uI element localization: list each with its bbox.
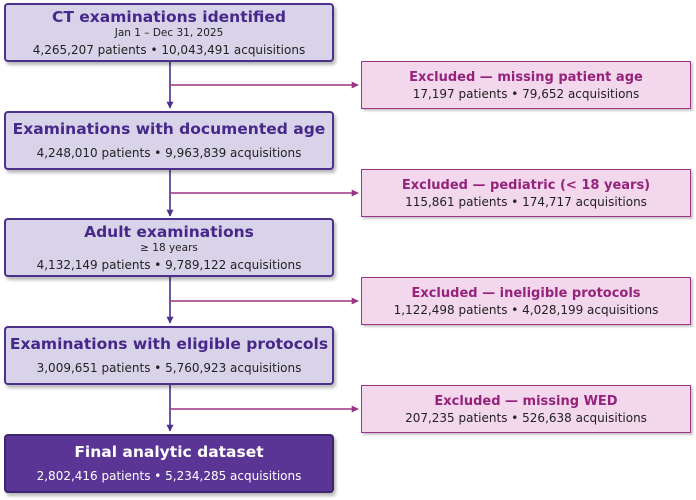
exclusion-missing-wed: Excluded — missing WED 207,235 patients … bbox=[361, 385, 691, 433]
exclusion-title: Excluded — pediatric (< 18 years) bbox=[401, 177, 651, 193]
step-documented-age: Examinations with documented age 4,248,0… bbox=[4, 111, 334, 170]
exclusion-missing-age: Excluded — missing patient age 17,197 pa… bbox=[361, 61, 691, 109]
step-title: Adult examinations bbox=[84, 222, 254, 241]
exclusion-ineligible-protocols: Excluded — ineligible protocols 1,122,49… bbox=[361, 277, 691, 325]
step-stats: 4,132,149 patients • 9,789,122 acquisiti… bbox=[36, 257, 302, 272]
step-title: CT examinations identified bbox=[51, 7, 287, 26]
step-stats: 4,248,010 patients • 9,963,839 acquisiti… bbox=[36, 146, 302, 160]
step-subtitle: ≥ 18 years bbox=[140, 241, 198, 254]
exclusion-title: Excluded — missing WED bbox=[434, 393, 618, 409]
exclusion-title: Excluded — missing patient age bbox=[409, 69, 643, 85]
exclusion-stats: 207,235 patients • 526,638 acquisitions bbox=[405, 410, 647, 425]
step-ct-examinations-identified: CT examinations identified Jan 1 – Dec 3… bbox=[4, 3, 334, 62]
exclusion-stats: 115,861 patients • 174,717 acquisitions bbox=[405, 194, 647, 209]
exclusion-stats: 17,197 patients • 79,652 acquisitions bbox=[412, 86, 640, 101]
final-title: Final analytic dataset bbox=[74, 443, 264, 461]
step-subtitle: Jan 1 – Dec 31, 2025 bbox=[114, 26, 224, 39]
step-eligible-protocols: Examinations with eligible protocols 3,0… bbox=[4, 326, 334, 385]
step-stats: 4,265,207 patients • 10,043,491 acquisit… bbox=[32, 42, 306, 57]
step-title: Examinations with eligible protocols bbox=[9, 335, 329, 353]
exclusion-stats: 1,122,498 patients • 4,028,199 acquisiti… bbox=[393, 302, 659, 317]
step-final-analytic-dataset: Final analytic dataset 2,802,416 patient… bbox=[4, 434, 334, 493]
step-title: Examinations with documented age bbox=[12, 120, 326, 138]
step-adult-examinations: Adult examinations ≥ 18 years 4,132,149 … bbox=[4, 218, 334, 277]
step-stats: 3,009,651 patients • 5,760,923 acquisiti… bbox=[36, 361, 302, 375]
exclusion-title: Excluded — ineligible protocols bbox=[411, 285, 641, 301]
exclusion-pediatric: Excluded — pediatric (< 18 years) 115,86… bbox=[361, 169, 691, 217]
final-stats: 2,802,416 patients • 5,234,285 acquisiti… bbox=[36, 469, 302, 483]
